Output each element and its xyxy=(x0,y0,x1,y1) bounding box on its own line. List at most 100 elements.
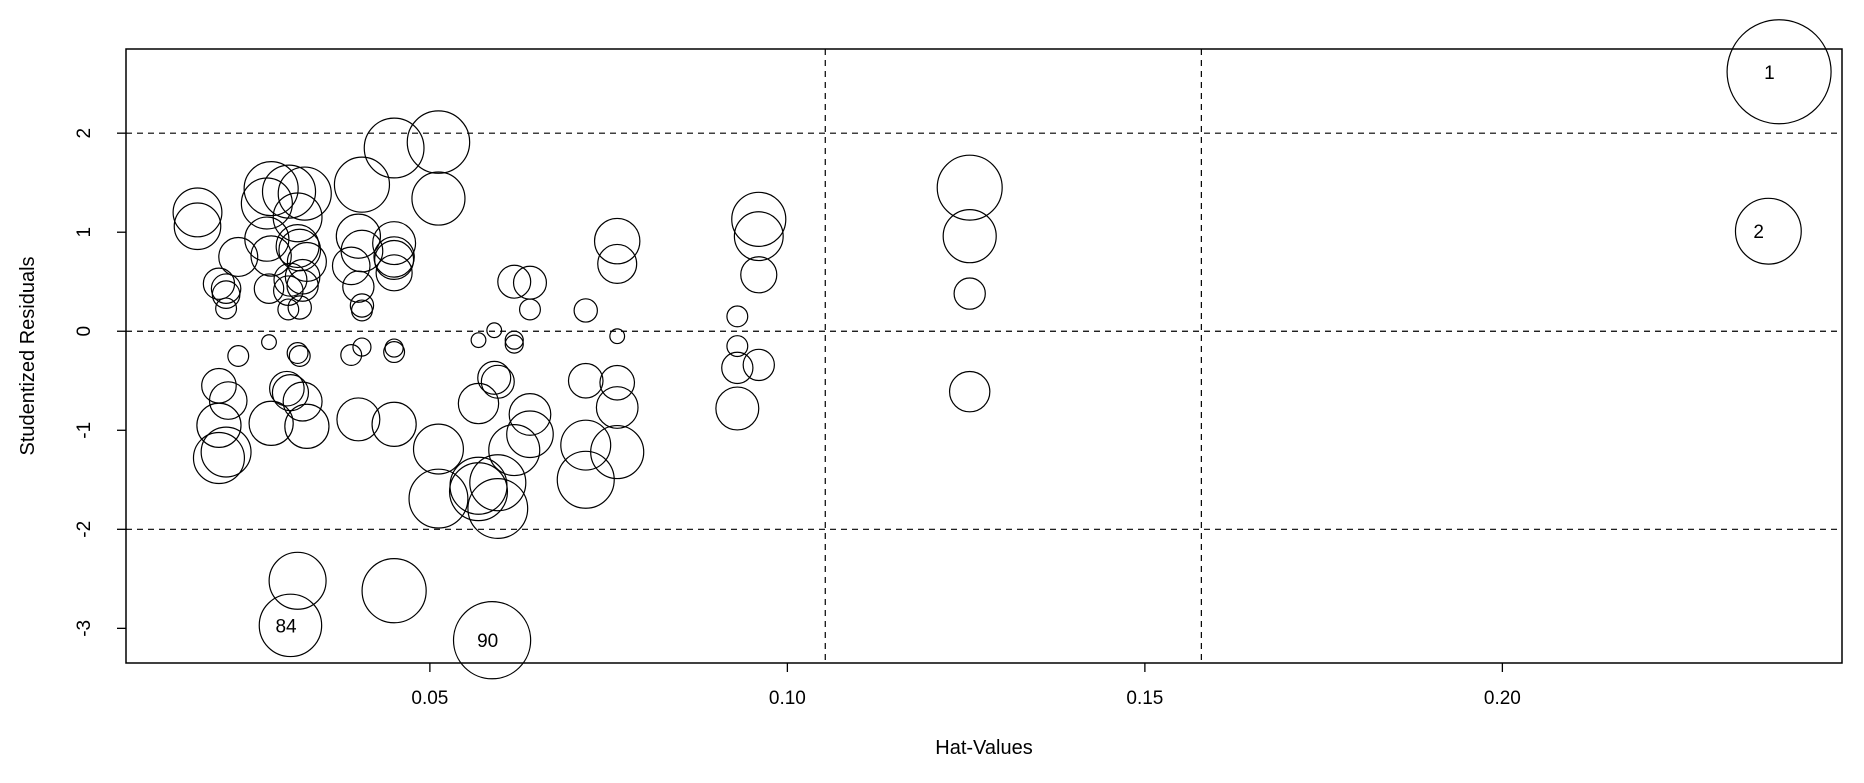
data-point xyxy=(201,367,237,404)
data-point xyxy=(202,267,236,300)
data-point xyxy=(448,462,509,522)
point-label: 84 xyxy=(275,616,297,637)
data-point xyxy=(243,161,299,217)
data-point xyxy=(412,423,464,475)
data-point xyxy=(250,235,292,277)
data-point xyxy=(506,410,554,459)
data-point xyxy=(948,370,991,413)
data-points xyxy=(172,19,1832,680)
x-tick-label: 0.15 xyxy=(1126,688,1163,709)
y-tick-label: -1 xyxy=(74,422,95,439)
data-point xyxy=(942,209,997,264)
data-point xyxy=(383,341,406,364)
x-tick-label: 0.10 xyxy=(769,688,806,709)
data-point xyxy=(271,374,310,412)
data-point xyxy=(486,322,503,339)
data-point xyxy=(936,154,1003,221)
data-point xyxy=(210,273,242,304)
data-point xyxy=(286,269,319,302)
data-point xyxy=(340,344,363,367)
data-point xyxy=(284,403,330,449)
data-point xyxy=(590,424,645,480)
data-point xyxy=(469,454,527,512)
data-point xyxy=(488,424,541,477)
data-point xyxy=(331,246,371,286)
y-tick-label: 2 xyxy=(74,128,95,139)
data-point xyxy=(953,277,986,310)
data-point xyxy=(248,400,294,447)
data-point xyxy=(372,221,417,266)
point-label: 1 xyxy=(1764,63,1775,84)
data-point xyxy=(508,393,552,436)
x-tick-label: 0.05 xyxy=(411,688,448,709)
data-point xyxy=(470,332,487,349)
data-point xyxy=(349,293,375,318)
data-point xyxy=(411,171,466,226)
data-point xyxy=(200,426,252,478)
data-point xyxy=(715,386,760,431)
data-point xyxy=(375,254,413,292)
data-point xyxy=(467,478,529,539)
data-point xyxy=(740,256,778,294)
data-point xyxy=(269,370,305,407)
y-axis-title: Studentized Residuals xyxy=(17,256,39,455)
data-point xyxy=(342,270,375,303)
data-point xyxy=(277,298,300,321)
x-axis: 0.05 0.10 0.15 0.20 xyxy=(411,663,1521,709)
data-point xyxy=(282,381,323,422)
data-point xyxy=(452,601,532,680)
data-point xyxy=(336,397,381,442)
data-point xyxy=(560,419,612,471)
data-point xyxy=(497,264,532,299)
data-point xyxy=(286,342,309,365)
data-point xyxy=(196,402,242,448)
y-tick-label: -3 xyxy=(74,620,95,637)
data-point xyxy=(721,351,754,385)
data-point xyxy=(335,213,382,259)
data-point xyxy=(211,280,241,309)
data-point xyxy=(261,334,277,351)
data-point xyxy=(258,593,323,658)
point-label: 2 xyxy=(1753,222,1764,243)
data-point xyxy=(173,202,222,251)
data-point xyxy=(253,273,285,304)
data-point xyxy=(726,305,749,328)
data-point xyxy=(287,295,312,320)
data-point xyxy=(277,166,332,221)
point-labels: 1 2 84 90 xyxy=(275,63,1774,652)
data-point xyxy=(1734,197,1802,265)
y-tick-label: 1 xyxy=(74,227,95,238)
data-point xyxy=(268,551,327,610)
data-point xyxy=(457,382,500,425)
data-point xyxy=(361,558,427,624)
data-point xyxy=(599,364,636,401)
data-point xyxy=(593,217,641,265)
x-tick-label: 0.20 xyxy=(1484,688,1521,709)
data-point xyxy=(373,236,415,278)
data-point xyxy=(333,156,391,213)
y-tick-label: 0 xyxy=(74,326,95,337)
data-point xyxy=(556,450,615,509)
data-point xyxy=(261,164,317,219)
data-point xyxy=(504,334,524,354)
data-point xyxy=(597,243,638,284)
reference-lines xyxy=(126,49,1842,663)
y-tick-label: -2 xyxy=(74,521,95,538)
data-point xyxy=(192,431,246,485)
data-point xyxy=(350,299,373,322)
data-point xyxy=(567,362,604,399)
data-point xyxy=(733,211,784,262)
data-point xyxy=(227,345,250,368)
x-axis-title: Hat-Values xyxy=(935,737,1032,759)
data-point xyxy=(518,298,541,321)
data-point xyxy=(272,275,304,306)
data-point xyxy=(609,328,626,345)
data-point xyxy=(595,386,639,429)
data-point xyxy=(477,360,512,395)
data-point xyxy=(371,401,417,447)
data-point xyxy=(408,468,469,529)
data-point xyxy=(363,117,425,179)
data-point xyxy=(288,345,311,368)
data-point xyxy=(512,265,548,300)
